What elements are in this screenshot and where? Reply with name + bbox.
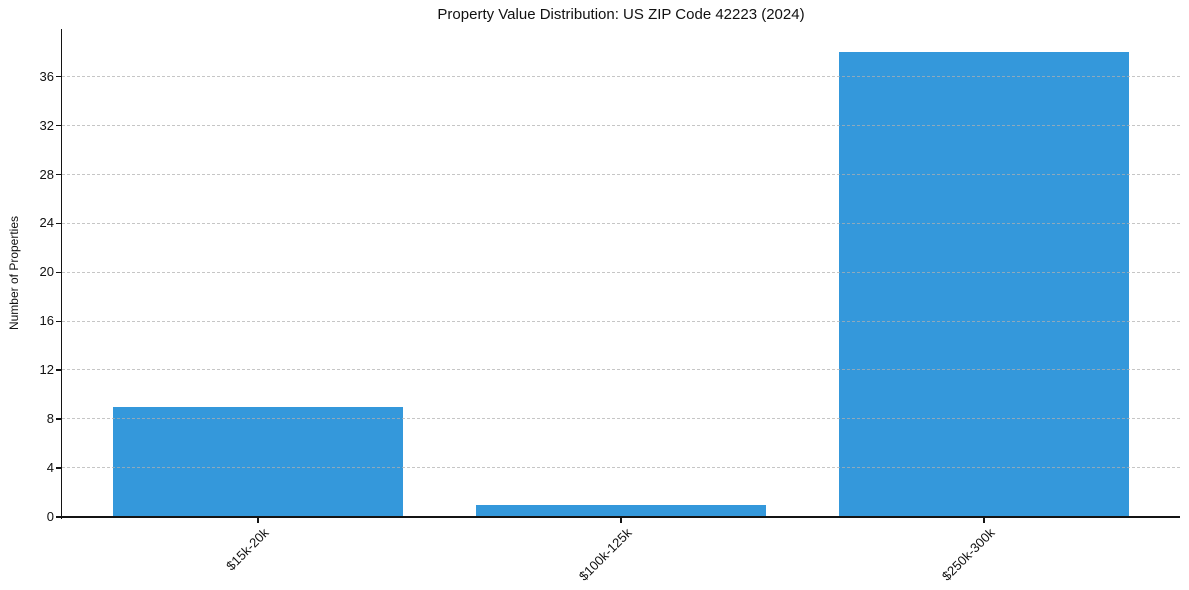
y-tick-label: 24 xyxy=(39,215,54,231)
y-tick-label: 36 xyxy=(39,68,54,84)
y-tick-mark xyxy=(56,173,61,176)
gridline-y24 xyxy=(62,222,1180,224)
x-tick-label: $100k-125k xyxy=(575,525,635,584)
y-tick-mark xyxy=(56,369,61,371)
y-tick-mark xyxy=(56,75,61,78)
gridline-y8 xyxy=(62,418,1180,420)
y-tick-label: 20 xyxy=(39,264,54,280)
bar-$100k-125k xyxy=(475,504,767,517)
bar-$15k-20k xyxy=(112,406,404,517)
gridline-y28 xyxy=(62,173,1180,175)
x-axis-spine xyxy=(60,516,1180,518)
y-tick-mark xyxy=(56,271,61,274)
y-tick-label: 28 xyxy=(39,166,54,182)
y-axis-spine xyxy=(60,29,63,519)
gridline-y12 xyxy=(62,369,1180,371)
gridline-y32 xyxy=(62,124,1180,126)
y-tick-label: 4 xyxy=(46,460,54,476)
bar-$250k-300k xyxy=(838,52,1130,517)
y-tick-label: 0 xyxy=(46,509,54,524)
x-tick-mark xyxy=(983,517,985,523)
y-tick-label: 16 xyxy=(39,313,54,329)
gridline-y36 xyxy=(62,75,1180,77)
y-tick-mark xyxy=(56,222,61,225)
y-tick-label: 8 xyxy=(46,411,54,427)
x-tick-label: $250k-300k xyxy=(938,525,998,584)
y-tick-mark xyxy=(56,467,61,469)
y-tick-mark xyxy=(56,320,61,323)
gridline-y16 xyxy=(62,320,1180,322)
chart-title: Property Value Distribution: US ZIP Code… xyxy=(437,6,805,23)
y-tick-label: 32 xyxy=(39,117,54,133)
x-tick-mark xyxy=(257,517,259,523)
y-tick-mark xyxy=(56,124,61,127)
gridline-y4 xyxy=(62,467,1180,469)
y-tick-label: 12 xyxy=(39,362,54,378)
gridline-y20 xyxy=(62,271,1180,273)
y-tick-mark xyxy=(56,418,61,420)
x-tick-mark xyxy=(620,517,622,523)
y-tick-mark xyxy=(56,516,61,518)
x-tick-label: $15k-20k xyxy=(223,525,272,574)
